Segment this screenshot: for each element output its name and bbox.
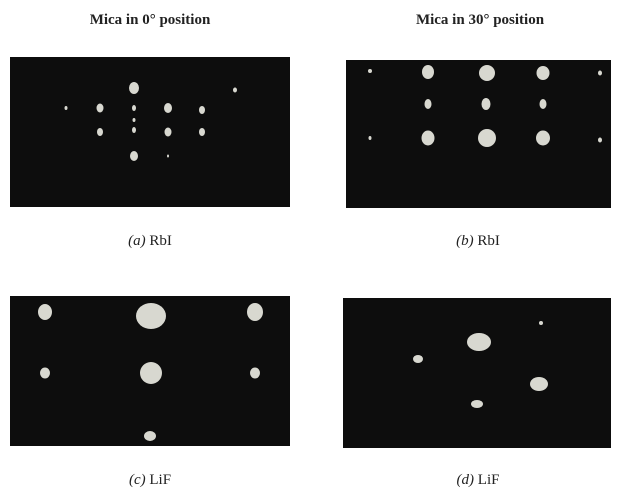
pattern-c [10,296,290,446]
caption-label: (c) [129,472,146,488]
caption-label: (b) [456,233,474,249]
caption: (b) RbI [456,233,500,249]
pattern-b [346,60,611,208]
caption: (a) RbI [128,233,172,249]
caption-text: LiF [149,472,171,488]
pattern-d [343,298,611,448]
caption-label: (a) [128,233,146,249]
column-header: Mica in 0° position [90,12,211,28]
caption-text: RbI [149,233,172,249]
caption-text: LiF [478,472,500,488]
column-header: Mica in 30° position [416,12,545,28]
figure: Mica in 0° position Mica in 30° position [0,0,618,494]
caption-label: (d) [457,472,475,488]
caption: (d) LiF [457,472,500,488]
caption: (c) LiF [129,472,171,488]
caption-text: RbI [477,233,500,249]
pattern-a [10,57,290,207]
